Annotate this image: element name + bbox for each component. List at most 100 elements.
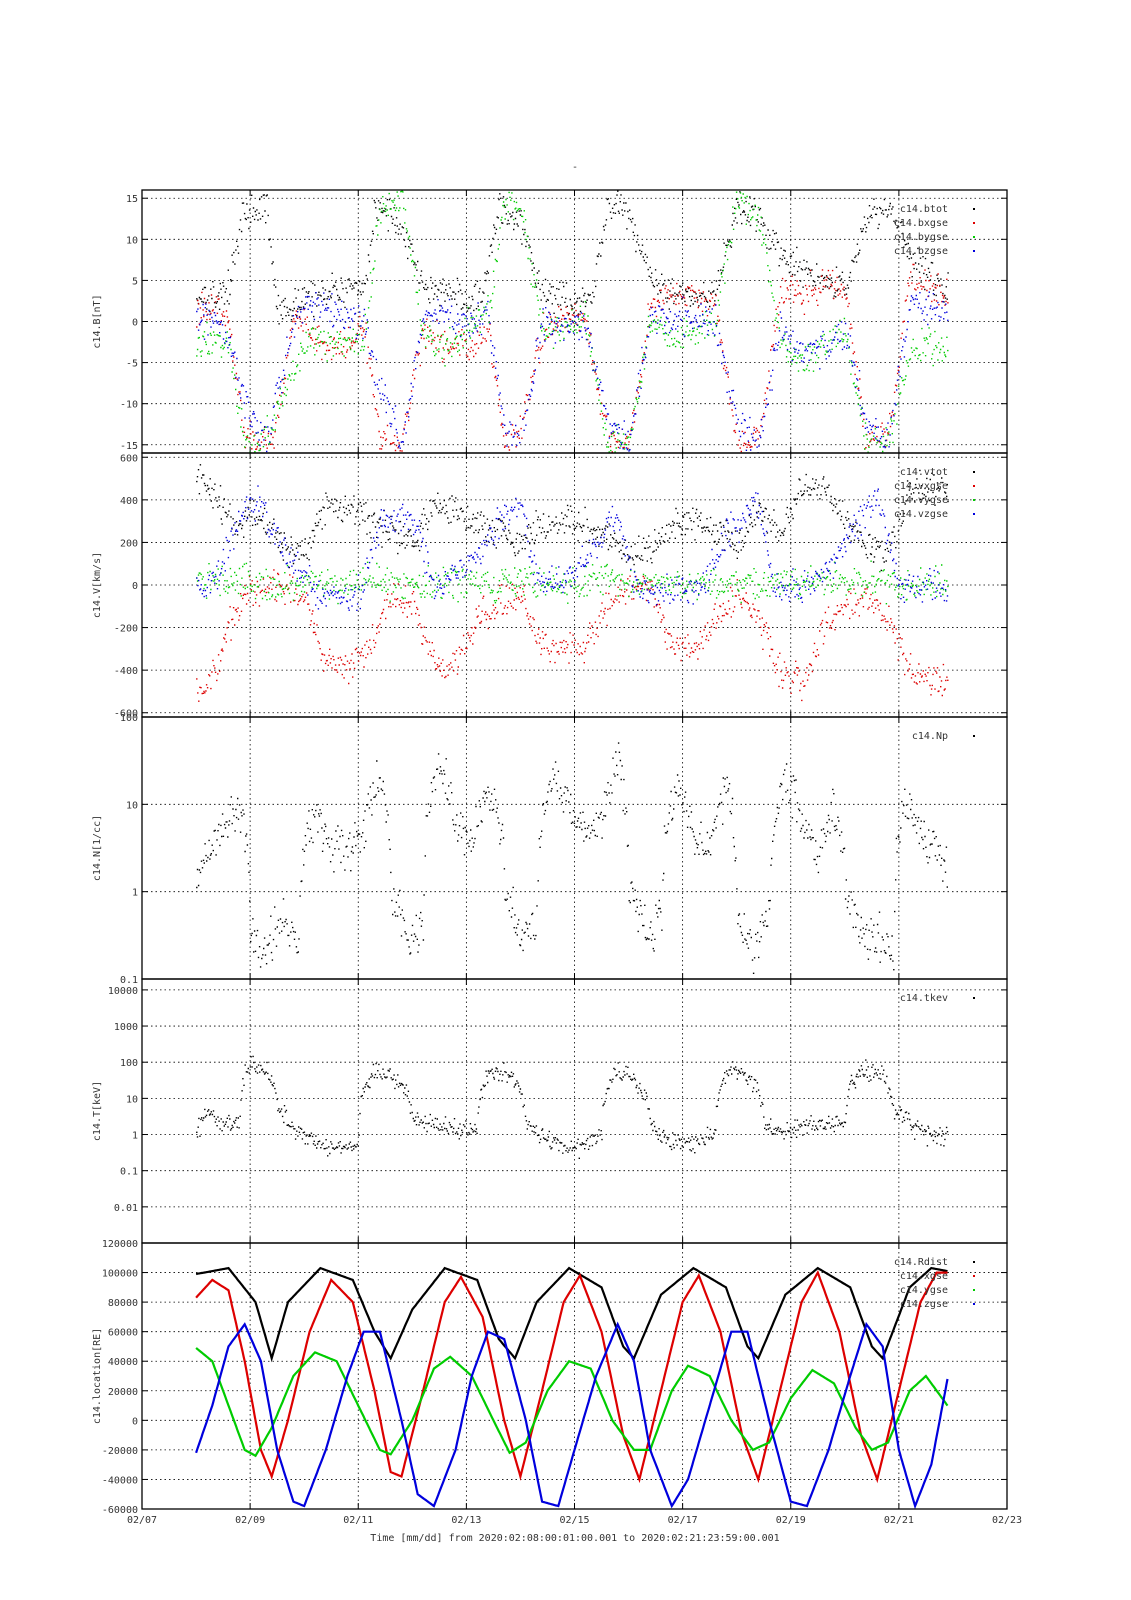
x-tick-label: 02/19 (776, 1515, 806, 1526)
y-tick-label: 10 (126, 1094, 138, 1105)
series-c14-Np (196, 742, 949, 974)
legend-marker (973, 499, 975, 501)
legend-entry: c14.bzgse (894, 246, 948, 257)
series-c14-btot (196, 190, 949, 325)
series-c14-vzgse (196, 485, 949, 611)
series-c14-bzgse (196, 291, 949, 453)
series-c14-Rdist (195, 1266, 948, 1363)
plot-area (196, 464, 949, 702)
legend-entry: c14.tkev (900, 993, 948, 1004)
x-tick-label: 02/23 (992, 1515, 1022, 1526)
legend-entry: c14.btot (900, 204, 948, 215)
y-tick-label: -60000 (102, 1505, 138, 1516)
legend-marker (973, 1289, 975, 1291)
y-axis-label: c14.B[nT] (92, 294, 103, 348)
y-tick-label: 0.1 (120, 1167, 138, 1178)
y-axis-label: c14.location[RE] (92, 1328, 103, 1424)
y-axis-label: c14.N[1/cc] (92, 815, 103, 881)
y-tick-label: 1000 (114, 1022, 138, 1033)
legend-entry: c14.vxgse (894, 481, 948, 492)
series-points (196, 1055, 949, 1159)
series-c14-tkev (196, 1055, 949, 1159)
y-tick-label: 15 (126, 194, 138, 205)
legend-entry: c14.vzgse (894, 509, 948, 520)
x-tick-label: 02/13 (451, 1515, 481, 1526)
series-c14-ygse (195, 1347, 949, 1458)
legend-marker (973, 1303, 975, 1305)
time-axis-label: Time [mm/dd] from 2020:02:08:00:01:00.00… (370, 1533, 779, 1544)
legend-marker (973, 513, 975, 515)
y-axis-label: c14.V[km/s] (92, 552, 103, 618)
panel-4: 0.01 0.1 1 10 100 1000 10000 c14.T[keV] c14.tkev (92, 978, 1008, 1244)
y-axis-label: c14.T[keV] (92, 1081, 103, 1141)
y-tick-label: -200 (114, 624, 138, 635)
series-points (196, 291, 949, 453)
series-c14-vxgse (196, 569, 949, 702)
plot-area (196, 1055, 949, 1159)
y-tick-label: 0.01 (114, 1203, 138, 1214)
x-tick-label: 02/21 (884, 1515, 914, 1526)
y-tick-label: -15 (120, 441, 138, 452)
panel-3: 0.1 1 10 100 c14.N[1/cc] c14.Np (92, 713, 1008, 986)
figure-title: - (572, 162, 578, 173)
y-tick-label: 120000 (102, 1239, 138, 1250)
series-points (196, 464, 949, 572)
y-tick-label: -10 (120, 400, 138, 411)
legend-entry: c14.bygse (894, 232, 948, 243)
panel-5: -60000 -40000 -20000 0 20000 40000 60000 80000 1… (92, 1239, 1022, 1526)
series-line (195, 1321, 949, 1509)
y-tick-label: 600 (120, 453, 138, 464)
legend-marker (973, 208, 975, 210)
y-tick-label: 100 (120, 713, 138, 724)
series-points (196, 560, 949, 605)
panel-2: -600 -400 -200 0 200 400 600 c14.V[km/s] c14.vto… (92, 452, 1008, 720)
x-tick-label: 02/09 (235, 1515, 265, 1526)
legend-marker (973, 250, 975, 252)
legend-entry: c14.vygse (894, 495, 948, 506)
y-tick-label: 40000 (108, 1357, 138, 1368)
legend-entry: c14.Rdist (894, 1257, 948, 1268)
y-tick-label: 400 (120, 496, 138, 507)
legend-marker (973, 1261, 975, 1263)
plot-area (195, 1266, 949, 1509)
y-tick-label: 0.1 (120, 975, 138, 986)
y-tick-label: 200 (120, 538, 138, 549)
legend-marker (973, 485, 975, 487)
x-tick-label: 02/17 (668, 1515, 698, 1526)
panel-frame (141, 1242, 1008, 1510)
series-line (195, 1270, 948, 1484)
panel-1: -15 -10 -5 0 5 10 15 c14.B[nT] c14.btot c14.bxgse… (92, 189, 1008, 454)
panels: -15 -10 -5 0 5 10 15 c14.B[nT] c14.btot c14.bxgse… (92, 189, 1022, 1526)
plot-area (196, 742, 949, 974)
series-c14-xgse (195, 1270, 948, 1484)
x-tick-label: 02/11 (343, 1515, 373, 1526)
y-tick-label: -600 (114, 709, 138, 720)
x-tick-label: 02/15 (559, 1515, 589, 1526)
y-tick-label: 80000 (108, 1298, 138, 1309)
y-tick-label: 100 (120, 1058, 138, 1069)
y-tick-label: 5 (132, 276, 138, 287)
y-tick-label: 60000 (108, 1328, 138, 1339)
series-points (196, 190, 949, 325)
series-c14-zgse (195, 1321, 949, 1509)
y-tick-label: 10000 (108, 986, 138, 997)
y-tick-label: -5 (126, 359, 138, 370)
legend-marker (973, 997, 975, 999)
y-tick-label: -400 (114, 666, 138, 677)
y-tick-label: 10 (126, 235, 138, 246)
y-tick-label: 0 (132, 318, 138, 329)
y-tick-label: -40000 (102, 1475, 138, 1486)
y-tick-label: 0 (132, 1416, 138, 1427)
legend-entry: c14.xgse (900, 1271, 948, 1282)
series-line (195, 1266, 948, 1363)
y-tick-label: 10 (126, 800, 138, 811)
legend-entry: c14.bxgse (894, 218, 948, 229)
legend-entry: c14.zgse (900, 1299, 948, 1310)
series-c14-vygse (196, 560, 949, 605)
legend-marker (973, 222, 975, 224)
legend-marker (973, 471, 975, 473)
series-line (195, 1347, 949, 1458)
series-points (196, 742, 949, 974)
legend-entry: c14.vtot (900, 467, 948, 478)
